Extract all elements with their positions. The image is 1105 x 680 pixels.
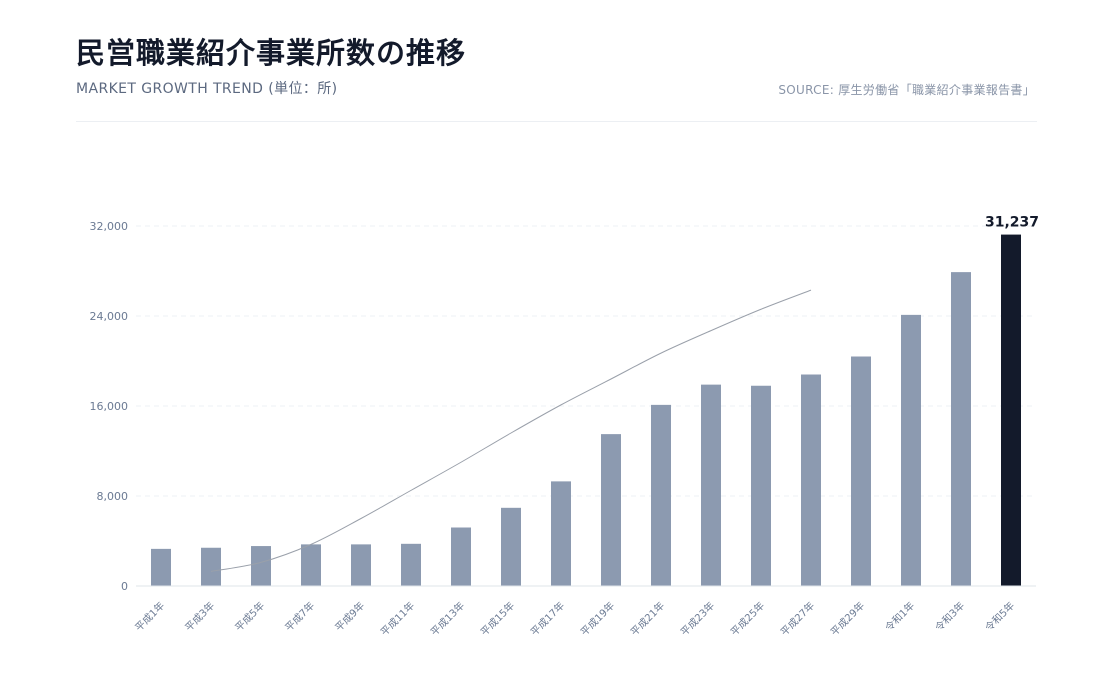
bar: [401, 543, 421, 586]
bar: [601, 434, 621, 586]
x-tick-label: 平成9年: [332, 599, 367, 634]
bar: [201, 547, 221, 586]
bar: [301, 544, 321, 586]
x-tick-label: 令和3年: [932, 599, 967, 634]
x-tick-label: 平成19年: [578, 599, 617, 638]
x-tick-label: 平成15年: [478, 599, 517, 638]
bar: [801, 374, 821, 586]
bar: [951, 272, 971, 586]
x-tick-label: 平成17年: [528, 599, 567, 638]
bar: [701, 384, 721, 586]
y-tick-label: 0: [121, 580, 128, 593]
y-axis: 0 8,000 16,000 24,000 32,000: [90, 220, 129, 593]
bar: [351, 544, 371, 586]
bar: [251, 546, 271, 586]
bar: [501, 507, 521, 586]
highlight-bar: [1001, 234, 1021, 587]
x-tick-label: 令和1年: [882, 599, 917, 634]
x-axis: 平成1年 平成3年 平成5年 平成7年 平成9年 平成11年 平成13年 平成15年 平成17年…: [132, 585, 1036, 638]
x-tick-label: 平成29年: [828, 599, 867, 638]
x-tick-label: 平成1年: [132, 599, 167, 634]
x-tick-label: 平成13年: [428, 599, 467, 638]
chart-subtitle: MARKET GROWTH TREND (単位：所): [76, 81, 338, 97]
bar: [551, 481, 571, 586]
source-note: SOURCE: 厚生労働省「職業紹介事業報告書」: [778, 83, 1035, 97]
bar: [851, 356, 871, 586]
x-tick-label: 平成11年: [378, 599, 417, 638]
trend-line-group: [210, 289, 812, 572]
y-tick-label: 16,000: [90, 400, 129, 413]
header-divider: [76, 121, 1037, 122]
trend-line: [210, 289, 812, 572]
data-labels: 31,237: [985, 215, 1039, 231]
bar: [651, 404, 671, 586]
highlight-value-label: 31,237: [985, 215, 1039, 231]
gridlines: [136, 225, 1036, 497]
x-tick-label: 平成23年: [678, 599, 717, 638]
x-tick-label: 平成27年: [778, 599, 817, 638]
bars: [151, 234, 1021, 587]
x-tick-label: 令和5年: [982, 599, 1017, 634]
bar: [151, 548, 171, 586]
x-tick-label: 平成7年: [282, 599, 317, 634]
x-tick-label: 平成3年: [182, 599, 217, 634]
x-tick-label: 平成5年: [232, 599, 267, 634]
chart-title: 民営職業紹介事業所数の推移: [76, 36, 467, 70]
bar: [751, 385, 771, 586]
y-tick-label: 24,000: [90, 310, 129, 323]
y-tick-label: 8,000: [97, 490, 129, 503]
x-tick-label: 平成25年: [728, 599, 767, 638]
bar: [451, 527, 471, 586]
bar: [901, 314, 921, 586]
x-tick-label: 平成21年: [628, 599, 667, 638]
y-tick-label: 32,000: [90, 220, 129, 233]
